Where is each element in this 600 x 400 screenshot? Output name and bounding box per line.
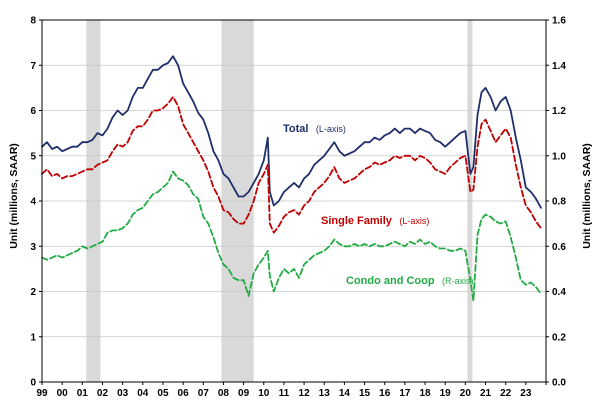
left-y-axis-title: Unit (millions, SAAR) bbox=[8, 143, 20, 249]
x-tick-label: 21 bbox=[480, 388, 492, 399]
left-y-axis-ticks: 0 1 2 3 4 5 6 7 8 bbox=[30, 16, 42, 389]
x-tick-label: 02 bbox=[97, 388, 109, 399]
right-tick-label: 0.8 bbox=[552, 197, 566, 208]
series-line-total bbox=[41, 55, 542, 209]
x-tick-label: 08 bbox=[218, 388, 230, 399]
annotation-total-axis: (L-axis) bbox=[316, 124, 346, 134]
right-tick-label: 1.6 bbox=[552, 16, 566, 27]
left-tick-label: 7 bbox=[30, 61, 36, 72]
x-tick-label: 10 bbox=[258, 388, 270, 399]
right-tick-label: 1.4 bbox=[552, 61, 566, 72]
x-tick-label: 13 bbox=[319, 388, 331, 399]
annotation-total: Total (L-axis) bbox=[283, 119, 346, 136]
right-tick-label: 1.2 bbox=[552, 106, 566, 117]
x-tick-label: 01 bbox=[77, 388, 89, 399]
x-tick-label: 12 bbox=[299, 388, 311, 399]
x-tick-label: 11 bbox=[279, 388, 290, 399]
left-tick-label: 5 bbox=[30, 151, 36, 162]
left-tick-label: 1 bbox=[30, 332, 36, 343]
x-tick-label: 05 bbox=[157, 388, 169, 399]
x-tick-label: 00 bbox=[57, 388, 69, 399]
left-tick-label: 0 bbox=[30, 378, 36, 389]
x-tick-label: 23 bbox=[520, 388, 532, 399]
x-tick-label: 19 bbox=[440, 388, 452, 399]
series-line-single-family bbox=[41, 96, 542, 234]
x-tick-label: 06 bbox=[178, 388, 190, 399]
left-tick-label: 2 bbox=[30, 287, 36, 298]
annotation-single-family-axis: (L-axis) bbox=[399, 216, 429, 226]
right-tick-label: 0.2 bbox=[552, 332, 566, 343]
right-tick-label: 0.6 bbox=[552, 242, 566, 253]
left-tick-label: 3 bbox=[30, 242, 36, 253]
x-tick-label: 14 bbox=[339, 388, 351, 399]
series-lines bbox=[41, 55, 542, 302]
annotation-condo-coop-name: Condo and Coop bbox=[346, 275, 435, 287]
annotation-condo-coop-axis: (R-axis) bbox=[442, 276, 474, 286]
x-tick-label: 16 bbox=[379, 388, 391, 399]
x-tick-label: 17 bbox=[399, 388, 411, 399]
left-tick-label: 8 bbox=[30, 16, 36, 27]
annotation-single-family: Single Family (L-axis) bbox=[321, 211, 429, 228]
annotation-single-family-name: Single Family bbox=[321, 215, 393, 227]
x-tick-label: 22 bbox=[500, 388, 512, 399]
series-line-condo-and-coop bbox=[41, 170, 542, 302]
x-tick-label: 99 bbox=[36, 388, 48, 399]
left-tick-label: 6 bbox=[30, 106, 36, 117]
left-tick-label: 4 bbox=[30, 197, 36, 208]
right-tick-label: 0.0 bbox=[552, 378, 566, 389]
right-y-axis-title: Unit (millions, SAAR) bbox=[581, 143, 593, 249]
gridlines bbox=[42, 64, 546, 338]
x-tick-label: 03 bbox=[117, 388, 129, 399]
right-tick-label: 0.4 bbox=[552, 287, 566, 298]
right-y-axis-ticks: 0.0 0.2 0.4 0.6 0.8 1.0 1.2 1.4 1.6 bbox=[546, 16, 566, 389]
x-axis-ticks: 99 00 01 02 03 04 05 06 07 08 09 10 11 12 13 14 15 16 17 18… bbox=[36, 382, 547, 399]
annotation-total-name: Total bbox=[283, 123, 308, 135]
x-tick-label: 15 bbox=[359, 388, 371, 399]
annotation-condo-coop: Condo and Coop (R-axis) bbox=[346, 271, 474, 288]
x-tick-label: 18 bbox=[419, 388, 431, 399]
right-tick-label: 1.0 bbox=[552, 151, 566, 162]
x-tick-label: 07 bbox=[198, 388, 210, 399]
x-tick-label: 04 bbox=[137, 388, 149, 399]
x-tick-label: 09 bbox=[238, 388, 250, 399]
x-tick-label: 20 bbox=[460, 388, 472, 399]
